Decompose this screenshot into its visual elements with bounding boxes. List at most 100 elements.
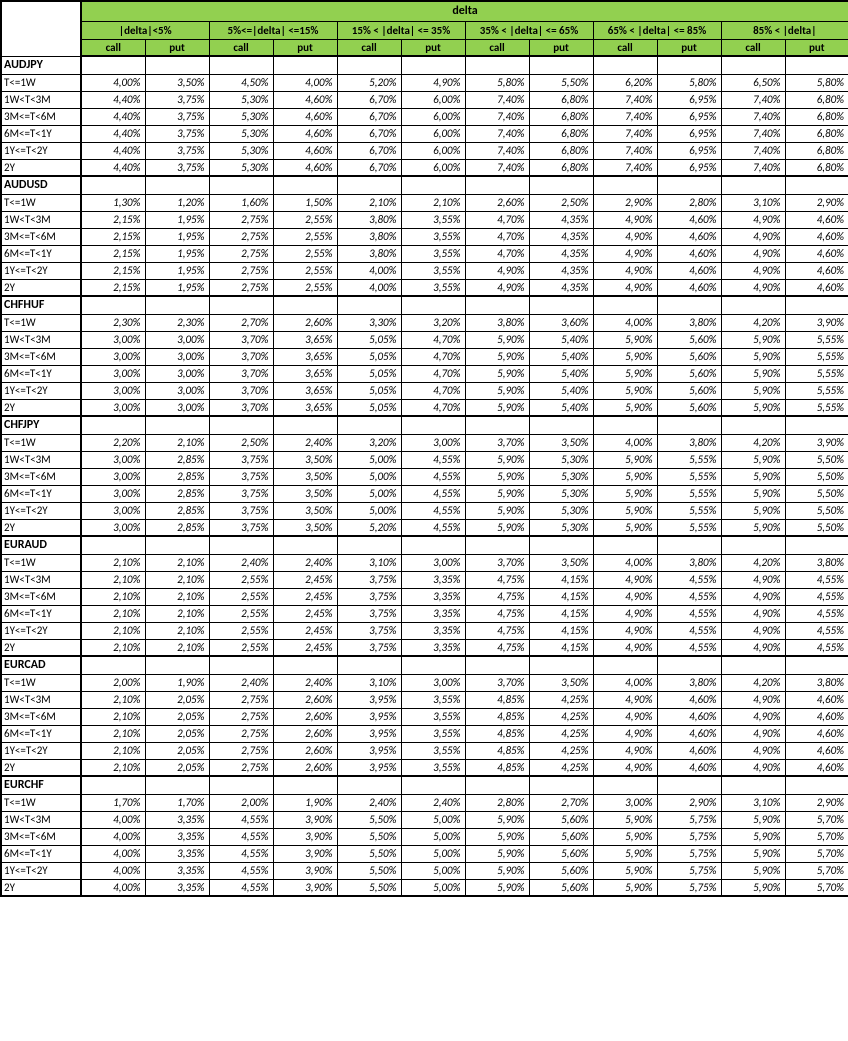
data-cell: 3,75% [145,91,209,108]
data-cell: 5,90% [593,828,657,845]
data-cell: 5,90% [593,519,657,536]
data-cell: 6,70% [337,91,401,108]
data-cell: 3,70% [209,348,273,365]
tenor-label: 1Y<=T<2Y [1,622,81,639]
data-cell: 5,90% [593,331,657,348]
section-blank-cell [209,536,273,554]
data-cell: 4,85% [465,759,529,776]
data-cell: 1,50% [273,194,337,211]
data-cell: 3,55% [401,262,465,279]
tenor-label: 1Y<=T<2Y [1,382,81,399]
data-cell: 2,10% [145,434,209,451]
data-cell: 5,55% [657,485,721,502]
data-cell: 4,70% [401,365,465,382]
data-cell: 2,55% [273,279,337,296]
data-cell: 3,90% [785,314,848,331]
section-blank-cell [401,56,465,74]
data-cell: 3,75% [209,502,273,519]
section-blank-cell [401,536,465,554]
data-cell: 3,55% [401,759,465,776]
data-cell: 5,50% [785,519,848,536]
section-blank-cell [81,56,145,74]
data-cell: 3,35% [401,588,465,605]
section-blank-cell [401,656,465,674]
data-cell: 4,90% [721,211,785,228]
data-cell: 5,20% [337,519,401,536]
data-cell: 3,35% [401,571,465,588]
data-cell: 2,45% [273,588,337,605]
data-cell: 5,90% [593,502,657,519]
data-cell: 5,90% [465,468,529,485]
data-cell: 5,90% [721,399,785,416]
data-cell: 5,30% [209,91,273,108]
data-cell: 3,80% [657,434,721,451]
data-cell: 2,90% [593,194,657,211]
bucket-header: 85% < |delta| [721,21,848,39]
data-cell: 3,00% [145,331,209,348]
data-cell: 3,70% [465,674,529,691]
section-blank-cell [145,656,209,674]
data-cell: 4,00% [593,314,657,331]
data-cell: 2,85% [145,519,209,536]
data-cell: 5,60% [657,399,721,416]
data-cell: 5,90% [721,365,785,382]
data-cell: 4,00% [593,434,657,451]
data-cell: 4,60% [273,91,337,108]
data-cell: 5,50% [337,811,401,828]
section-blank-cell [721,296,785,314]
data-cell: 5,20% [337,74,401,91]
data-cell: 3,50% [273,519,337,536]
section-blank-cell [721,536,785,554]
data-cell: 5,40% [529,365,593,382]
data-cell: 4,60% [785,279,848,296]
data-cell: 3,65% [273,365,337,382]
data-cell: 4,90% [721,742,785,759]
data-cell: 3,90% [273,862,337,879]
data-cell: 2,80% [465,794,529,811]
data-cell: 5,90% [465,845,529,862]
data-cell: 5,00% [337,485,401,502]
data-cell: 5,30% [529,485,593,502]
data-cell: 1,95% [145,245,209,262]
header-blank [1,1,81,56]
section-blank-cell [593,656,657,674]
data-cell: 3,35% [401,605,465,622]
tenor-label: 2Y [1,519,81,536]
data-cell: 4,60% [657,708,721,725]
data-cell: 2,90% [785,194,848,211]
data-cell: 4,25% [529,691,593,708]
data-cell: 2,85% [145,502,209,519]
data-cell: 4,90% [593,759,657,776]
data-cell: 7,40% [721,91,785,108]
section-blank-cell [465,176,529,194]
data-cell: 3,35% [145,845,209,862]
data-cell: 5,90% [465,828,529,845]
section-blank-cell [593,416,657,434]
section-blank-cell [401,416,465,434]
tenor-label: 3M<=T<6M [1,708,81,725]
data-cell: 5,00% [401,879,465,896]
data-cell: 2,75% [209,279,273,296]
section-blank-cell [209,176,273,194]
section-blank-cell [273,176,337,194]
section-blank-cell [337,176,401,194]
data-cell: 3,55% [401,211,465,228]
data-cell: 6,00% [401,91,465,108]
tenor-label: 1Y<=T<2Y [1,142,81,159]
tenor-label: 1W<T<3M [1,211,81,228]
data-cell: 5,05% [337,331,401,348]
data-cell: 4,55% [657,605,721,622]
data-cell: 7,40% [721,142,785,159]
data-cell: 3,35% [401,639,465,656]
data-cell: 2,10% [145,605,209,622]
data-cell: 4,55% [785,605,848,622]
data-cell: 4,90% [721,759,785,776]
data-cell: 5,75% [657,879,721,896]
data-cell: 2,60% [273,691,337,708]
data-cell: 3,55% [401,725,465,742]
tenor-label: 1W<T<3M [1,811,81,828]
data-cell: 1,70% [145,794,209,811]
section-blank-cell [529,296,593,314]
bucket-header: 65% < |delta| <= 85% [593,21,721,39]
data-cell: 3,50% [145,74,209,91]
